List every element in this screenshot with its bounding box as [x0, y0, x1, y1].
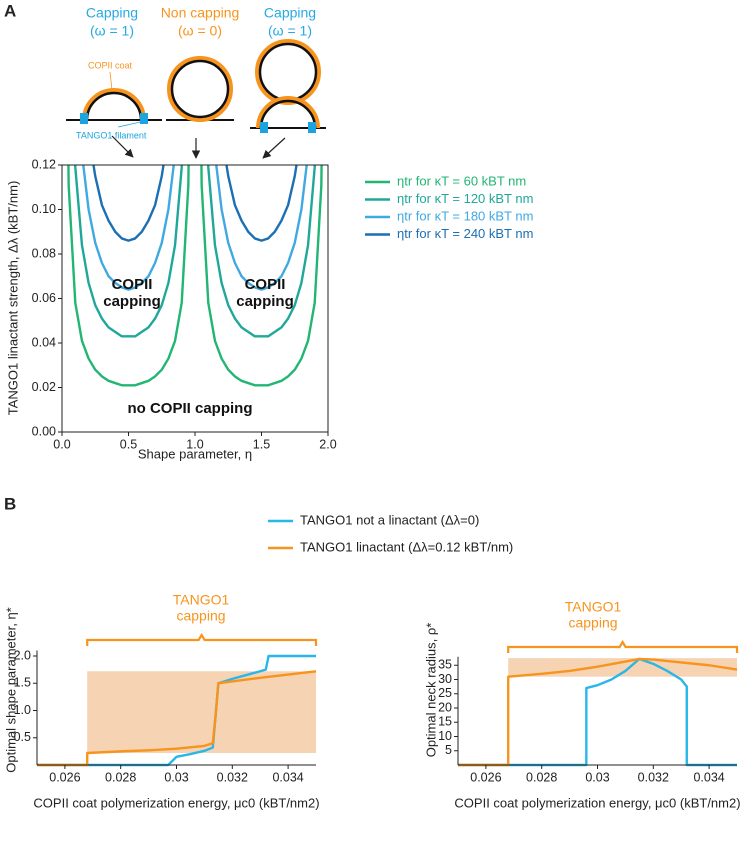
x-tick-label: 0.0 — [53, 437, 70, 451]
y-tick-label: 0.04 — [32, 335, 56, 349]
capping-annotation: capping — [176, 608, 225, 624]
legend-label: ηtr for κT = 180 kBT nm — [397, 208, 533, 223]
x-tick-label: 0.026 — [49, 770, 80, 784]
legend-label: TANGO1 linactant (Δλ=0.12 kBT/nm) — [300, 539, 513, 554]
legend-label: ηtr for κT = 120 kBT nm — [397, 191, 533, 206]
x-axis-label: COPII coat polymerization energy, μc0 (k… — [33, 795, 319, 810]
series-line — [92, 165, 298, 242]
y-tick-label: 0.02 — [32, 380, 56, 394]
y-tick-label: 25 — [438, 686, 452, 700]
y-tick-label: 0.08 — [32, 246, 56, 260]
x-tick-label: 0.026 — [470, 770, 501, 784]
capping-bracket — [507, 639, 739, 653]
legend-label: ηtr for κT = 240 kBT nm — [397, 226, 533, 241]
capping-bracket — [86, 632, 318, 646]
series-line — [458, 657, 738, 767]
y-tick-label: 20 — [438, 700, 452, 714]
y-tick-label: 10 — [438, 729, 452, 743]
y-tick-label: 15 — [438, 715, 452, 729]
x-tick-label: 0.028 — [105, 770, 136, 784]
schematic — [66, 39, 326, 159]
region-annotation: COPII — [245, 276, 286, 293]
y-axis-label: TANGO1 linactant strength, Δλ (kBT/nm) — [5, 181, 20, 416]
x-tick-label: 0.034 — [272, 770, 303, 784]
y-tick-label: 1.0 — [14, 703, 31, 717]
y-axis-label: Optimal neck radius, ρ* — [423, 623, 438, 758]
x-tick-label: 0.5 — [120, 437, 137, 451]
capping-annotation: TANGO1 — [565, 599, 622, 615]
region-annotation: capping — [236, 293, 294, 310]
legend-label: TANGO1 not a linactant (Δλ=0) — [300, 512, 479, 527]
y-tick-label: 0.00 — [32, 424, 56, 438]
x-tick-label: 0.03 — [164, 770, 188, 784]
x-tick-label: 1.5 — [253, 437, 270, 451]
region-annotation: capping — [103, 293, 161, 310]
panel-label: B — [4, 494, 16, 513]
x-axis-label: Shape parameter, η — [138, 446, 252, 461]
legend-label: ηtr for κT = 60 kBT nm — [397, 173, 526, 188]
series-line — [67, 165, 323, 387]
schematic-header: Capping — [86, 5, 138, 21]
series-line — [74, 165, 316, 338]
capping-band — [87, 671, 316, 754]
y-tick-label: 5 — [445, 743, 452, 757]
x-axis-label: COPII coat polymerization energy, μc0 (k… — [454, 795, 740, 810]
panel-label: A — [4, 1, 16, 20]
x-tick-label: 0.034 — [693, 770, 724, 784]
y-tick-label: 35 — [438, 658, 452, 672]
schematic-header: (ω = 1) — [90, 23, 134, 39]
schematic-header: Non capping — [161, 5, 240, 21]
x-tick-label: 0.028 — [526, 770, 557, 784]
coat-label: COPII coat — [88, 60, 133, 70]
y-tick-label: 0.5 — [14, 730, 31, 744]
y-tick-label: 2.0 — [14, 648, 31, 662]
x-tick-label: 2.0 — [319, 437, 336, 451]
x-tick-label: 0.032 — [217, 770, 248, 784]
y-axis-label: Optimal shape parameter, η* — [3, 607, 18, 772]
x-tick-label: 0.03 — [585, 770, 609, 784]
y-tick-label: 0.12 — [32, 157, 56, 171]
region-annotation: COPII — [112, 276, 153, 293]
x-tick-label: 1.0 — [186, 437, 203, 451]
series-line — [82, 165, 308, 291]
y-tick-label: 0.06 — [32, 291, 56, 305]
y-tick-label: 0.10 — [32, 202, 56, 216]
schematic-header: (ω = 0) — [178, 23, 222, 39]
x-tick-label: 0.032 — [638, 770, 669, 784]
y-tick-label: 30 — [438, 672, 452, 686]
y-tick-label: 1.5 — [14, 676, 31, 690]
series-line — [37, 670, 317, 767]
capping-annotation: TANGO1 — [173, 592, 230, 608]
region-annotation: no COPII capping — [127, 400, 252, 417]
capping-annotation: capping — [568, 615, 617, 631]
schematic-header: (ω = 1) — [268, 23, 312, 39]
schematic-header: Capping — [264, 5, 316, 21]
filament-label: TANGO1 filament — [76, 130, 147, 140]
